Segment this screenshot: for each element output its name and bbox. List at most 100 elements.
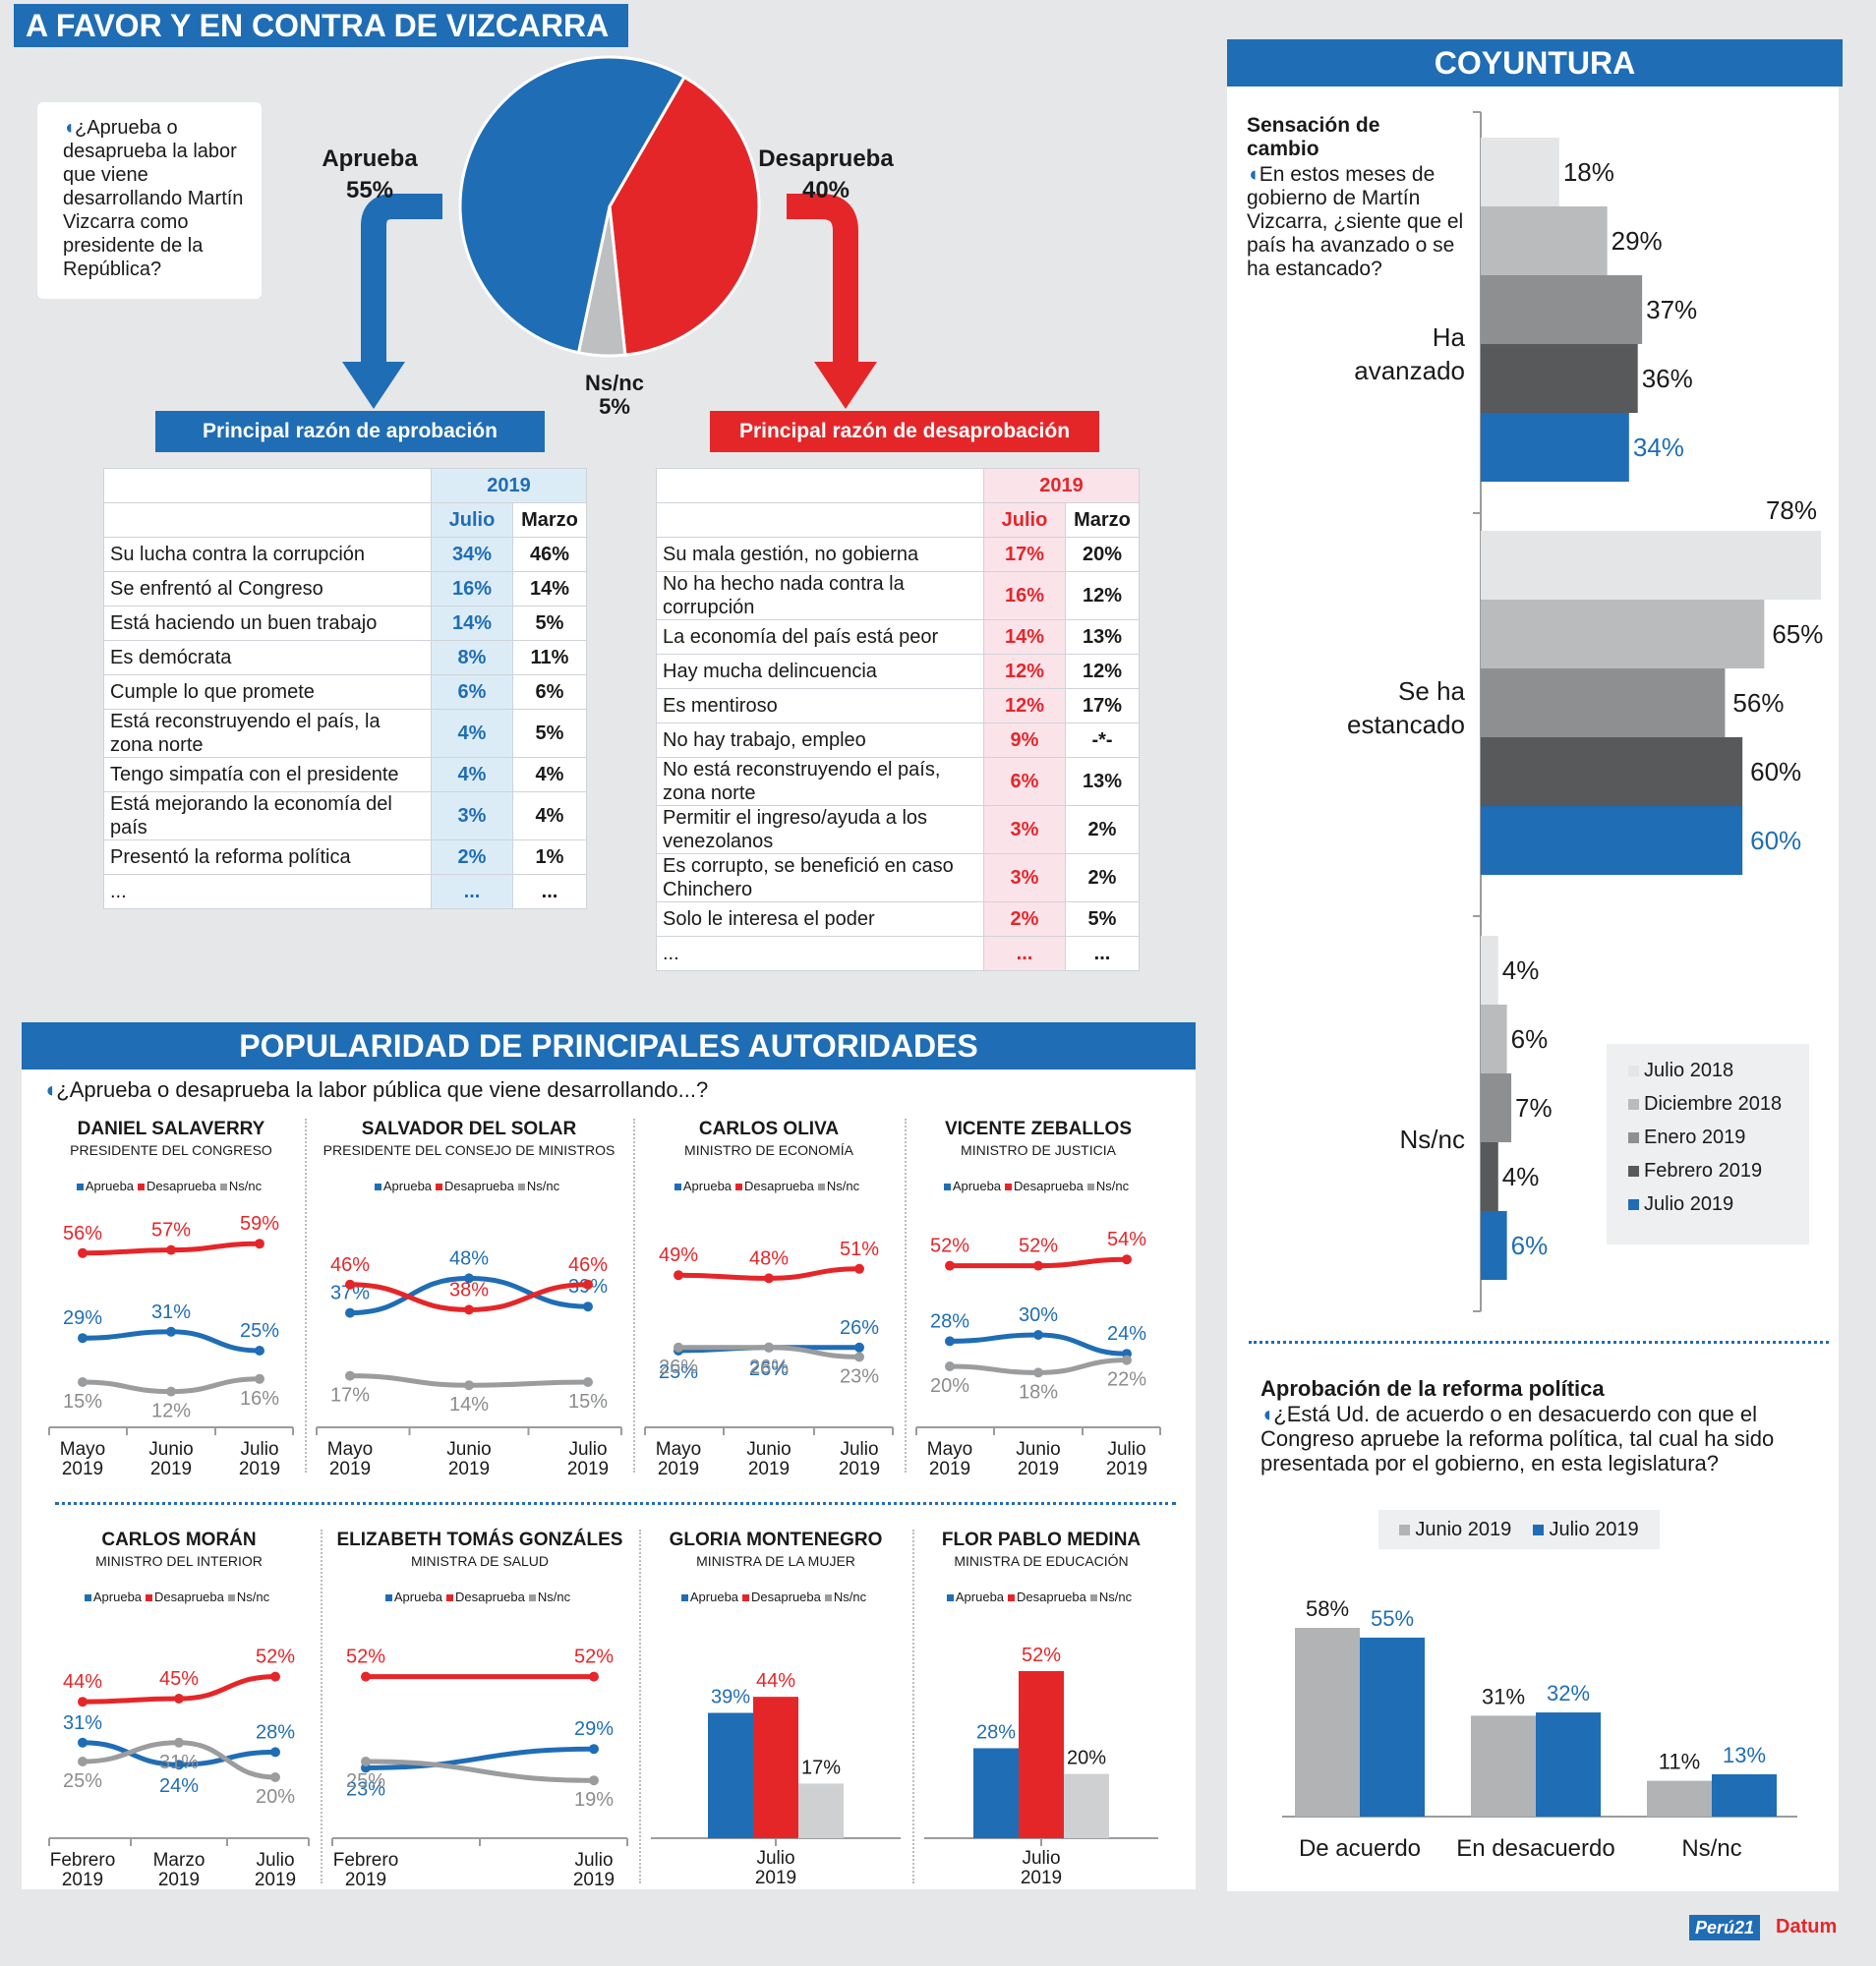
legend-item: Febrero 2019	[1628, 1154, 1809, 1187]
bar-desaprueba	[753, 1697, 798, 1838]
data-point	[166, 1386, 176, 1397]
data-point	[78, 1333, 88, 1344]
data-label: 45%	[159, 1668, 199, 1690]
x-tick-label: 2019	[748, 1459, 790, 1474]
x-tick-label: 2019	[929, 1459, 970, 1474]
bar-value-label: 36%	[1642, 364, 1693, 393]
legend-label: Aprueba	[955, 1590, 1005, 1604]
bar-2-0	[1481, 936, 1498, 1005]
data-point	[78, 1377, 88, 1387]
data-point	[764, 1273, 774, 1284]
legend-swatch	[384, 1594, 392, 1602]
authority-name: CARLOS OLIVA	[698, 1119, 840, 1139]
marzo-value: 14%	[512, 571, 587, 607]
legend-swatch	[446, 1594, 454, 1602]
data-label: 30%	[1019, 1304, 1058, 1326]
popularidad-banner: POPULARIDAD DE PRINCIPALES AUTORIDADES	[22, 1022, 1196, 1070]
data-label: 38%	[449, 1279, 489, 1301]
bar-2-3	[1481, 1142, 1498, 1211]
bar-2-1	[1481, 1005, 1507, 1073]
data-label: 24%	[159, 1775, 199, 1797]
question-marker-icon: ◖	[1247, 163, 1260, 186]
mini-legend: Aprueba Desaprueba Ns/nc	[43, 1590, 315, 1604]
legend-swatch	[528, 1594, 536, 1602]
bar-desaprueba	[1019, 1671, 1064, 1838]
bar-0-4	[1481, 413, 1629, 482]
authority-name: FLOR PABLO MEDINA	[941, 1530, 1142, 1550]
legend-swatch	[1399, 1525, 1411, 1536]
x-tick-label: Marzo	[153, 1850, 205, 1871]
reason-label: Tengo simpatía con el presidente	[103, 757, 432, 792]
julio-value: 6%	[431, 674, 513, 710]
bar-2-2	[1481, 1073, 1512, 1142]
legend-swatch	[138, 1184, 146, 1191]
data-label: 23%	[840, 1365, 879, 1387]
reason-label: Es corrupto, se benefició en caso Chinch…	[656, 853, 984, 902]
legend-label: Desaprueba	[1014, 1179, 1084, 1193]
authority-role: MINISTRA DE LA MUJER	[696, 1553, 855, 1569]
data-label: 25%	[346, 1770, 385, 1792]
panel-divider	[639, 1530, 641, 1883]
table-row: No está reconstruyendo el país, zona nor…	[656, 757, 1140, 806]
data-label: 26%	[749, 1359, 789, 1380]
question-marker-icon: ◖	[63, 117, 76, 139]
data-point	[589, 1671, 599, 1682]
vizcarra-pie-area	[342, 55, 877, 409]
data-point	[583, 1301, 593, 1312]
popularidad-divider	[55, 1502, 1176, 1505]
bar-aprueba	[708, 1712, 753, 1838]
julio-value: ...	[983, 936, 1066, 971]
series-line-nsnc	[365, 1759, 595, 1783]
legend-label: Ns/nc	[1095, 1179, 1130, 1193]
reason-label: La economía del país está peor	[656, 619, 984, 655]
data-label: 25%	[240, 1320, 279, 1342]
table-row: Es demócrata 8% 11%	[103, 640, 587, 675]
marzo-value: 13%	[1065, 757, 1140, 806]
table-row: Presentó la reforma política 2% 1%	[103, 839, 587, 875]
julio-value: 9%	[983, 723, 1066, 758]
x-tick-label: Julio	[256, 1850, 294, 1871]
bar-nsnc	[1064, 1773, 1109, 1838]
marzo-value: ...	[1065, 936, 1140, 971]
legend-swatch	[1008, 1594, 1016, 1602]
reason-label: Está mejorando la economía del país	[103, 791, 432, 840]
legend-swatch	[1005, 1184, 1013, 1191]
approval-table-title: Principal razón de aprobación	[155, 411, 545, 452]
reforma-bar	[1712, 1773, 1777, 1817]
marzo-value: 4%	[512, 757, 587, 792]
reforma-chart: 58% 55% De acuerdo 31% 32% En desacuerdo 11% 13…	[1282, 1596, 1797, 1862]
bar-value-label: 34%	[1633, 433, 1684, 462]
reforma-legend: Junio 2019 Julio 2019	[1378, 1510, 1660, 1549]
data-point	[345, 1279, 355, 1290]
pie-label-aprueba: Aprueba 55%	[322, 145, 418, 203]
approval-arrowhead	[342, 362, 405, 409]
popularidad-panel	[22, 1022, 1196, 1889]
data-label: 12%	[151, 1401, 191, 1422]
data-point	[174, 1694, 184, 1704]
legend-swatch	[674, 1184, 681, 1191]
legend-swatch	[1089, 1594, 1097, 1602]
group-label-avanzado: Ha avanzado	[1354, 322, 1465, 385]
reforma-category-label: Ns/nc	[1681, 1835, 1741, 1862]
bar-value-label: 7%	[1515, 1093, 1553, 1123]
reason-label: Solo le interesa el poder	[656, 901, 984, 937]
data-point	[270, 1772, 280, 1782]
marzo-value: -*-	[1065, 723, 1140, 758]
bar-1-3	[1481, 737, 1743, 806]
x-tick-label: Julio	[1022, 1848, 1060, 1869]
reforma-category-label: De acuerdo	[1299, 1835, 1421, 1862]
data-point	[583, 1377, 593, 1387]
data-label: 48%	[449, 1247, 489, 1269]
pie-slice-desaprueba	[608, 75, 761, 357]
julio-value: 3%	[983, 805, 1066, 854]
sensacion-question: ◖En estos meses de gobierno de Martín Vi…	[1247, 163, 1464, 280]
x-tick-label: Febrero	[333, 1850, 399, 1871]
data-point	[174, 1760, 184, 1770]
legend-swatch	[517, 1184, 525, 1191]
reason-label: No ha hecho nada contra la corrupción	[656, 571, 984, 620]
x-tick-label: Julio	[756, 1848, 794, 1869]
table-row: .........	[103, 874, 587, 909]
x-tick-label: Julio	[568, 1439, 607, 1460]
reason-label: Es mentiroso	[656, 688, 984, 723]
